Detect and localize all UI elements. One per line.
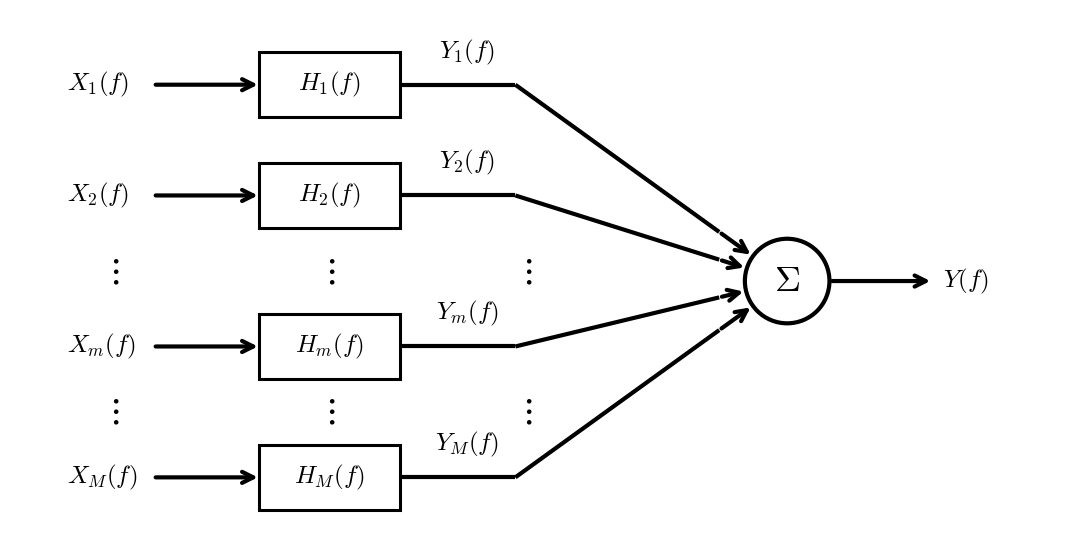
- Bar: [258, 163, 400, 227]
- Bar: [258, 445, 400, 509]
- Text: $H_M(f)$: $H_M(f)$: [294, 463, 364, 492]
- Text: $X_1(f)$: $X_1(f)$: [67, 70, 130, 99]
- Text: $\vdots$: $\vdots$: [519, 254, 532, 288]
- Text: $Y_m(f)$: $Y_m(f)$: [437, 299, 498, 328]
- Text: $Y(f)$: $Y(f)$: [944, 267, 989, 295]
- Text: $Y_M(f)$: $Y_M(f)$: [436, 430, 499, 459]
- Text: $Y_1(f)$: $Y_1(f)$: [440, 38, 495, 67]
- Text: $H_m(f)$: $H_m(f)$: [295, 332, 363, 361]
- Text: $X_m(f)$: $X_m(f)$: [67, 332, 136, 361]
- Text: $\vdots$: $\vdots$: [322, 254, 336, 288]
- Bar: [258, 314, 400, 379]
- Text: $\Sigma$: $\Sigma$: [774, 264, 800, 298]
- Text: $X_M(f)$: $X_M(f)$: [67, 463, 137, 492]
- Text: $Y_2(f)$: $Y_2(f)$: [440, 148, 495, 177]
- Text: $\vdots$: $\vdots$: [106, 395, 119, 429]
- Bar: [258, 52, 400, 117]
- Text: $H_2(f)$: $H_2(f)$: [298, 181, 360, 210]
- Text: $H_1(f)$: $H_1(f)$: [298, 70, 360, 99]
- Circle shape: [745, 239, 829, 323]
- Text: $\vdots$: $\vdots$: [519, 395, 532, 429]
- Text: $\vdots$: $\vdots$: [106, 254, 119, 288]
- Text: $\vdots$: $\vdots$: [322, 395, 336, 429]
- Text: $X_2(f)$: $X_2(f)$: [67, 181, 130, 210]
